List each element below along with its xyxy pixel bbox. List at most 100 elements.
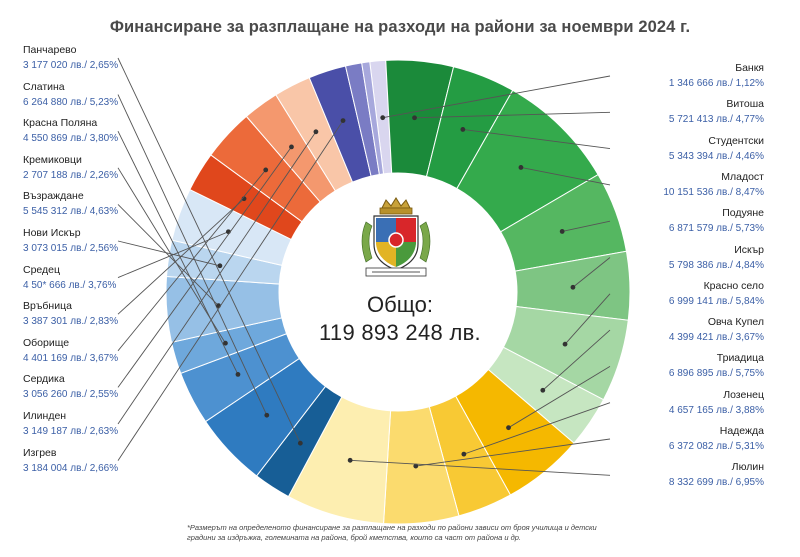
label-name: Кремиковци bbox=[23, 153, 82, 166]
leader-line-овча-купел bbox=[542, 329, 611, 391]
label-value: 3 149 187 лв./ 2,63% bbox=[23, 426, 119, 437]
label-name: Илинден bbox=[23, 410, 67, 422]
leader-line-възраждане bbox=[117, 204, 219, 306]
label-value: 6 264 880 лв./ 5,23% bbox=[23, 96, 119, 108]
label-name: Подуяне bbox=[722, 207, 764, 220]
label-value: 3 387 301 лв./ 2,83% bbox=[23, 316, 119, 328]
slice-unlabeled-25 bbox=[361, 61, 385, 176]
label-value: 3 177 020 лв./ 2,65% bbox=[23, 60, 119, 71]
leader-dot-оборище bbox=[263, 167, 269, 173]
label-name: Надежда bbox=[719, 425, 764, 437]
leader-dot-нови-искър bbox=[217, 263, 223, 269]
label-панчарево: Панчарево 3 177 020 лв./ 2,65% bbox=[23, 44, 173, 72]
label-овча-купел: Овча Купел 4 399 421 лв./ 3,67% bbox=[614, 316, 764, 344]
leader-line-нови-искър bbox=[117, 240, 221, 267]
label-name: Изгрев bbox=[23, 446, 57, 459]
label-value: 5 798 386 лв./ 4,84% bbox=[668, 259, 764, 271]
label-value: 5 721 413 лв./ 4,77% bbox=[668, 114, 764, 126]
label-name: Възраждане bbox=[23, 190, 84, 203]
chart-title: Финансиране за разплащане на разходи на … bbox=[109, 18, 691, 36]
leader-dot-подуяне bbox=[559, 229, 565, 234]
label-value: 1 346 666 лв./ 1,12% bbox=[668, 78, 764, 89]
leader-line-подуяне bbox=[562, 220, 611, 232]
label-банкя: Банкя 1 346 666 лв./ 1,12% bbox=[614, 62, 764, 90]
leader-line-надежда bbox=[415, 438, 611, 467]
label-name: Панчарево bbox=[23, 44, 77, 56]
label-value: 4 50* 666 лв./ 3,76% bbox=[23, 279, 117, 291]
leader-line-сердика bbox=[117, 146, 292, 388]
label-name: Нови Искър bbox=[23, 227, 81, 239]
leader-line-оборище bbox=[117, 169, 267, 352]
leader-dot-витоша bbox=[412, 115, 417, 121]
label-value: 10 151 536 лв./ 8,47% bbox=[663, 186, 764, 198]
label-name: Слатина bbox=[23, 80, 65, 93]
label-name: Оборище bbox=[23, 336, 70, 349]
label-name: Искър bbox=[734, 243, 764, 256]
label-value: 3 184 004 лв./ 2,66% bbox=[23, 462, 119, 474]
label-name: Средец bbox=[23, 263, 61, 276]
label-лозенец: Лозенец 4 657 165 лв./ 3,88% bbox=[614, 389, 764, 417]
total-value: 119 893 248 лв. bbox=[319, 320, 481, 345]
leader-dot-люлин bbox=[347, 457, 353, 463]
leader-lines bbox=[117, 57, 611, 476]
label-студентски: Студентски 5 343 394 лв./ 4,46% bbox=[614, 135, 764, 163]
label-name: Лозенец bbox=[723, 388, 764, 401]
label-нови-искър: Нови Искър 3 073 015 лв./ 2,56% bbox=[23, 227, 173, 255]
label-надежда: Надежда 6 372 082 лв./ 5,31% bbox=[614, 425, 764, 453]
label-name: Студентски bbox=[708, 134, 764, 147]
donut-hole bbox=[280, 174, 516, 410]
label-value: 4 399 421 лв./ 3,67% bbox=[668, 332, 764, 344]
leader-line-студентски bbox=[462, 129, 611, 150]
label-сердика: Сердика 3 056 260 лв./ 2,55% bbox=[23, 373, 173, 401]
label-name: Люлин bbox=[731, 461, 764, 474]
label-name: Красно село bbox=[703, 279, 764, 292]
label-красна-поляна: Красна Поляна 4 550 869 лв./ 3,80% bbox=[23, 117, 173, 145]
leader-line-панчарево bbox=[117, 57, 301, 444]
label-name: Триадица bbox=[716, 352, 764, 365]
label-value: 6 372 082 лв./ 5,31% bbox=[668, 441, 764, 452]
label-красно-село: Красно село 6 999 141 лв./ 5,84% bbox=[614, 280, 764, 308]
leader-dot-овча-купел bbox=[540, 387, 546, 393]
leader-line-витоша bbox=[414, 111, 611, 119]
label-илинден: Илинден 3 149 187 лв./ 2,63% bbox=[23, 410, 173, 438]
label-name: Банкя bbox=[735, 62, 764, 74]
leader-dot-триадица bbox=[506, 425, 511, 431]
label-name: Овча Купел bbox=[707, 316, 764, 329]
leader-dot-банкя bbox=[380, 115, 386, 121]
label-витоша: Витоша 5 721 413 лв./ 4,77% bbox=[614, 98, 764, 126]
label-оборище: Оборище 4 401 169 лв./ 3,67% bbox=[23, 337, 173, 365]
leader-line-връбница bbox=[117, 198, 245, 315]
leader-line-лозенец bbox=[463, 402, 611, 455]
leader-dot-студентски bbox=[460, 127, 466, 132]
leader-dot-сердика bbox=[289, 144, 294, 150]
leader-line-изгрев bbox=[117, 120, 344, 461]
label-средец: Средец 4 50* 666 лв./ 3,76% bbox=[23, 264, 173, 292]
label-name: Витоша bbox=[726, 98, 764, 111]
leader-dot-младост bbox=[518, 165, 524, 170]
leader-line-средец bbox=[117, 231, 229, 279]
label-name: Връбница bbox=[23, 300, 72, 313]
label-подуяне: Подуяне 6 871 579 лв./ 5,73% bbox=[614, 207, 764, 235]
leader-dot-слатина bbox=[264, 412, 270, 418]
leader-line-младост bbox=[520, 167, 611, 186]
label-value: 3 073 015 лв./ 2,56% bbox=[23, 243, 119, 254]
label-триадица: Триадица 6 896 895 лв./ 5,75% bbox=[614, 352, 764, 380]
label-value: 4 401 169 лв./ 3,67% bbox=[23, 352, 119, 364]
total-label: Общо: bbox=[367, 292, 433, 317]
leader-dot-надежда bbox=[413, 463, 419, 469]
leader-dot-искър bbox=[570, 284, 576, 290]
leader-line-илинден bbox=[117, 131, 317, 425]
label-изгрев: Изгрев 3 184 004 лв./ 2,66% bbox=[23, 447, 173, 475]
leader-line-банкя bbox=[382, 75, 611, 119]
sofia-coat-of-arms-icon bbox=[361, 197, 431, 277]
label-name: Сердика bbox=[23, 373, 65, 386]
label-value: 4 657 165 лв./ 3,88% bbox=[668, 404, 764, 416]
leader-line-красно-село bbox=[564, 293, 611, 345]
label-възраждане: Възраждане 5 545 312 лв./ 4,63% bbox=[23, 190, 173, 218]
label-кремиковци: Кремиковци 2 707 188 лв./ 2,26% bbox=[23, 154, 173, 182]
label-младост: Младост 10 151 536 лв./ 8,47% bbox=[614, 171, 764, 199]
label-name: Младост bbox=[721, 170, 764, 183]
leader-dot-лозенец bbox=[461, 451, 467, 457]
label-value: 6 999 141 лв./ 5,84% bbox=[668, 295, 764, 307]
